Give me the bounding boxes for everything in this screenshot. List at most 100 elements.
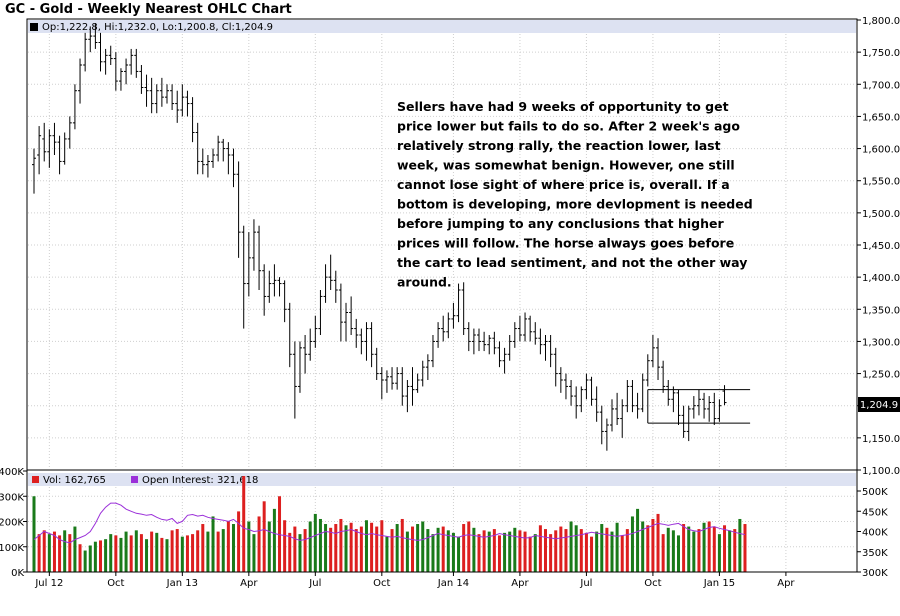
volume-bar bbox=[339, 518, 343, 572]
ohlc-bar bbox=[164, 84, 169, 104]
volume-legend-text: Vol: 162,765 bbox=[43, 475, 106, 486]
volume-bar bbox=[518, 530, 522, 572]
ohlc-bar bbox=[471, 328, 476, 355]
ohlc-bar bbox=[175, 90, 180, 123]
ohlc-bar bbox=[195, 122, 200, 175]
ohlc-bar bbox=[118, 68, 123, 91]
ohlc-bar bbox=[707, 396, 712, 422]
ohlc-bar bbox=[62, 132, 67, 165]
ohlc-bar bbox=[482, 331, 487, 352]
volume-bar bbox=[124, 531, 128, 572]
volume-bar bbox=[150, 531, 154, 572]
ohlc-bar bbox=[410, 367, 415, 406]
ohlc-bar bbox=[548, 335, 553, 368]
annotation-line: week, was somewhat benign. However, one … bbox=[397, 158, 735, 173]
volume-bar bbox=[569, 521, 573, 572]
price-tick-label: 1,450.0 bbox=[862, 241, 900, 252]
ohlc-bar bbox=[502, 347, 507, 374]
price-tick-label: 1,700.0 bbox=[862, 80, 900, 91]
ohlc-bar bbox=[328, 254, 333, 290]
ohlc-bar bbox=[574, 386, 579, 419]
ohlc-bar bbox=[497, 341, 502, 368]
ohlc-bar bbox=[134, 48, 139, 78]
volume-bar bbox=[359, 526, 363, 572]
oi-tick-label: 350K bbox=[862, 548, 888, 559]
ohlc-bar bbox=[507, 335, 512, 361]
volume-bar bbox=[160, 537, 164, 572]
volume-bar bbox=[68, 534, 72, 572]
volume-bar bbox=[42, 530, 46, 572]
volume-bar bbox=[170, 530, 174, 572]
ohlc-bar bbox=[517, 315, 522, 342]
volume-bar bbox=[405, 531, 409, 572]
ohlc-bar bbox=[446, 312, 451, 339]
date-tick-label: Jul bbox=[579, 578, 592, 589]
ohlc-bar bbox=[303, 335, 308, 374]
volume-bar bbox=[707, 521, 711, 572]
ohlc-bar bbox=[615, 392, 620, 425]
ohlc-bar bbox=[32, 148, 36, 194]
ohlc-bar bbox=[108, 45, 113, 65]
ohlc-bar bbox=[461, 282, 466, 335]
ohlc-bar bbox=[466, 322, 471, 352]
volume-bar bbox=[308, 521, 312, 572]
volume-bar bbox=[584, 532, 588, 572]
ohlc-bar bbox=[57, 135, 62, 175]
volume-bar bbox=[395, 524, 399, 572]
volume-bar bbox=[625, 529, 629, 572]
volume-bar bbox=[467, 521, 471, 572]
volume-bar bbox=[411, 526, 415, 572]
volume-bar bbox=[288, 532, 292, 572]
volume-bar bbox=[283, 520, 287, 572]
ohlc-bar bbox=[216, 135, 221, 162]
ohlc-bar bbox=[98, 32, 103, 72]
ohlc-bar bbox=[558, 367, 563, 393]
ohlc-bar bbox=[456, 283, 461, 323]
ohlc-bar bbox=[569, 380, 574, 406]
volume-bar bbox=[482, 530, 486, 572]
volume-bar bbox=[221, 529, 225, 572]
ohlc-bar bbox=[691, 396, 696, 419]
volume-bar bbox=[324, 524, 328, 572]
ohlc-bar bbox=[676, 389, 681, 425]
ohlc-bar bbox=[625, 380, 630, 413]
date-tick-label: Jan 15 bbox=[703, 578, 735, 589]
ohlc-bar bbox=[262, 264, 267, 316]
price-gridlines bbox=[28, 51, 856, 439]
volume-bar bbox=[114, 535, 118, 572]
volume-bar bbox=[610, 531, 614, 572]
ohlc-bar bbox=[124, 58, 129, 85]
ohlc-bar bbox=[425, 354, 430, 380]
volume-bar bbox=[216, 531, 220, 572]
ohlc-bar bbox=[226, 142, 231, 175]
volume-bar bbox=[590, 536, 594, 572]
volume-bar bbox=[671, 530, 675, 572]
volume-bar bbox=[717, 534, 721, 572]
volume-bar bbox=[743, 524, 747, 572]
volume-bar bbox=[723, 525, 727, 572]
ohlc-bar bbox=[272, 264, 277, 297]
ohlc-bar bbox=[287, 302, 292, 368]
ohlc-bar bbox=[599, 405, 604, 445]
ohlc-bar bbox=[52, 122, 57, 155]
volume-bar bbox=[416, 524, 420, 572]
price-tick-label: 1,400.0 bbox=[862, 273, 900, 284]
date-tick-label: Jan 13 bbox=[166, 578, 198, 589]
volume-tick-label: 300K bbox=[0, 492, 24, 503]
volume-bar bbox=[354, 529, 358, 572]
price-info-strip bbox=[28, 20, 856, 33]
volume-bar bbox=[257, 516, 261, 572]
volume-bar bbox=[58, 535, 62, 572]
ohlc-bar bbox=[696, 389, 701, 416]
ohlc-bar bbox=[671, 386, 676, 413]
volume-bar bbox=[303, 529, 307, 572]
price-series-swatch bbox=[30, 23, 38, 31]
volume-bar bbox=[446, 530, 450, 572]
ohlc-bar bbox=[344, 302, 349, 342]
ohlc-bar bbox=[364, 322, 369, 361]
ohlc-bar bbox=[211, 148, 216, 168]
volume-bar bbox=[247, 521, 251, 572]
volume-bar bbox=[293, 526, 297, 572]
